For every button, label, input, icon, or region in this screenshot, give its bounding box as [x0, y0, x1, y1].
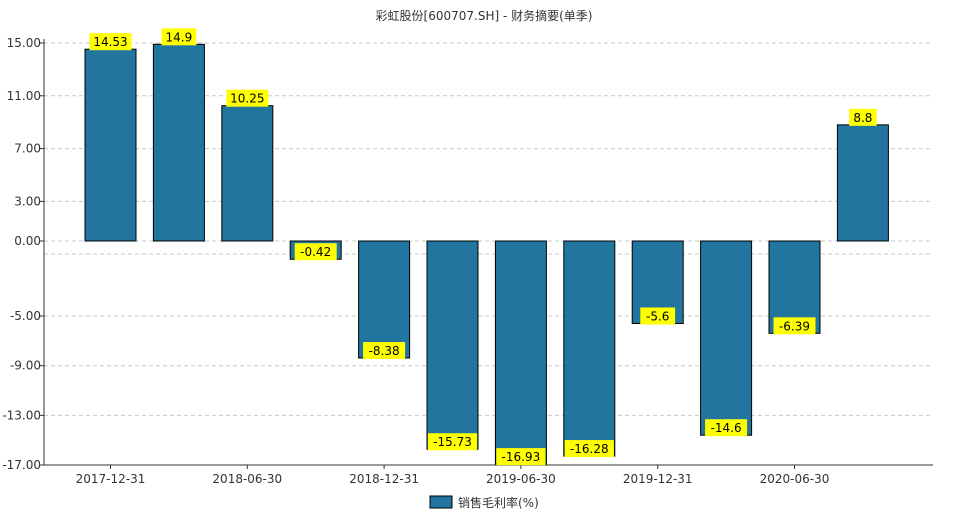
bar	[563, 240, 616, 457]
data-label: -14.6	[711, 421, 742, 435]
data-label: -8.38	[369, 344, 400, 358]
bar	[358, 240, 411, 359]
data-label: 8.8	[853, 111, 872, 125]
bar	[836, 124, 889, 242]
data-label: 14.53	[93, 35, 127, 49]
data-label: 14.9	[166, 30, 193, 44]
bar	[152, 43, 205, 242]
data-label-background	[773, 317, 816, 335]
data-labels: 14.53 14.9 10.25 -0.42 -8.38 -15.73 -16.93 -16.…	[89, 28, 877, 466]
y-tick-label: -9.00	[10, 359, 41, 373]
bar	[426, 240, 479, 450]
data-label-background	[363, 342, 406, 360]
x-tick-label: 2018-06-30	[212, 472, 282, 486]
bar	[700, 240, 753, 436]
axes-group	[43, 39, 933, 466]
y-tick-label: 15.00	[7, 36, 41, 50]
x-tick-label: 2019-06-30	[486, 472, 556, 486]
data-label-background	[226, 89, 269, 107]
data-label-background	[849, 108, 877, 126]
bar	[84, 48, 137, 242]
y-tick-label: -5.00	[10, 309, 41, 323]
x-axis-ticks: 2017-12-31 2018-06-30 2018-12-31 2019-06-30…	[76, 465, 830, 486]
data-label-background	[161, 28, 197, 46]
data-label-background	[89, 33, 132, 51]
y-tick-label: 11.00	[7, 89, 41, 103]
data-label-background	[496, 448, 546, 466]
data-label-background	[294, 243, 337, 261]
data-label: 10.25	[230, 92, 264, 106]
data-label: -16.93	[502, 450, 541, 464]
x-tick-label: 2017-12-31	[76, 472, 146, 486]
legend-label: 销售毛利率(%)	[458, 495, 539, 510]
data-label: -16.28	[570, 442, 609, 456]
y-tick-label: -13.00	[2, 408, 41, 422]
data-label: -5.6	[646, 310, 669, 324]
data-label: -0.42	[300, 245, 331, 259]
x-tick-label: 2019-12-31	[623, 472, 693, 486]
bars-group	[84, 43, 889, 465]
bar	[494, 240, 547, 465]
data-label-background	[640, 307, 676, 325]
y-axis-ticks: 15.00 11.00 7.00 3.00 0.00 -5.00 -9.00 -13.00 -1…	[2, 36, 44, 472]
y-tick-label: 0.00	[14, 234, 41, 248]
chart-title: 彩虹股份[600707.SH] - 财务摘要(单季)	[376, 8, 593, 23]
bar	[221, 105, 274, 242]
data-label: -15.73	[433, 435, 472, 449]
x-tick-label: 2020-06-30	[760, 472, 830, 486]
legend: 销售毛利率(%)	[429, 495, 539, 510]
y-tick-label: 7.00	[14, 142, 41, 156]
data-label: -6.39	[779, 319, 810, 333]
y-tick-label: -17.00	[2, 458, 41, 472]
x-tick-label: 2018-12-31	[349, 472, 419, 486]
data-label-background	[427, 433, 478, 451]
y-tick-label: 3.00	[14, 194, 41, 208]
data-label-background	[705, 419, 748, 437]
data-label-background	[564, 440, 614, 458]
legend-swatch	[429, 495, 453, 509]
